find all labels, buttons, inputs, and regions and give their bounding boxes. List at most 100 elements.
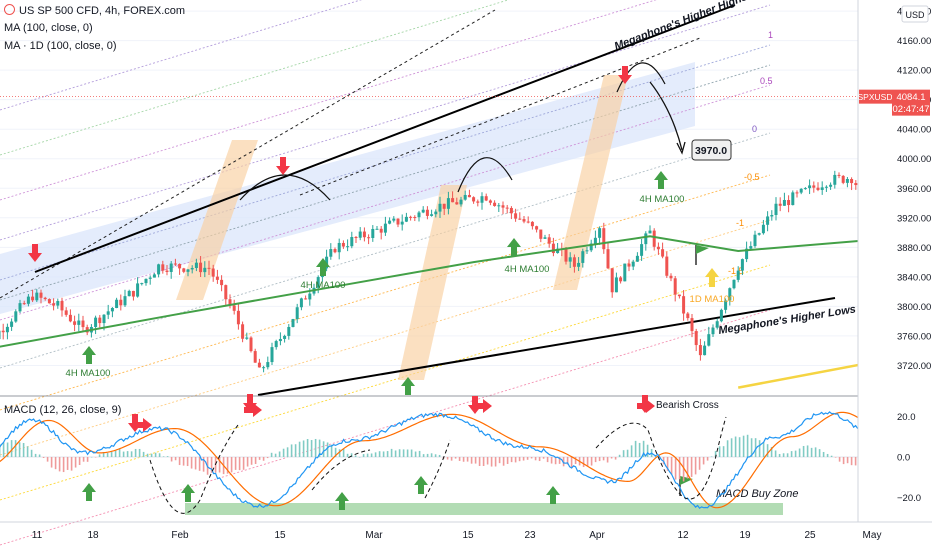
candle-body	[161, 264, 165, 271]
candle	[388, 217, 392, 225]
ma-label: 4H MA100	[505, 264, 550, 275]
macd-legend[interactable]: MACD (12, 26, close, 9)	[4, 404, 122, 416]
candle	[698, 338, 702, 361]
buy-arrow	[401, 377, 415, 395]
candle-body	[194, 262, 198, 268]
price-tick-label: 3760.00	[897, 331, 931, 342]
candle-body	[619, 277, 623, 282]
candle	[829, 182, 833, 190]
candle-body	[68, 314, 72, 322]
macd-histogram-bar	[22, 443, 25, 457]
candle-body	[761, 224, 765, 234]
macd-histogram-bar	[242, 457, 245, 470]
candle	[232, 299, 236, 315]
candle	[732, 279, 736, 290]
candle-body	[673, 278, 677, 295]
candle-body	[0, 330, 1, 340]
candle-body	[249, 337, 253, 352]
symbol-badge-label: SPXUSD	[858, 92, 893, 102]
candle-body	[677, 294, 681, 297]
ma100-4h-line	[0, 231, 932, 348]
megaphone-higher-highs-line	[34, 4, 736, 273]
candle	[484, 193, 488, 202]
candle	[215, 269, 219, 284]
candle-body	[215, 276, 219, 280]
candle-body	[241, 324, 245, 339]
macd-histogram-bar	[250, 457, 253, 465]
candle-body	[60, 301, 64, 311]
macd-histogram-bar	[854, 457, 857, 466]
macd-buy-zone	[185, 503, 783, 515]
candle-body	[480, 196, 484, 203]
macd-histogram-bar	[66, 457, 69, 470]
candle	[665, 251, 669, 278]
macd-histogram-bar	[670, 457, 673, 475]
candle	[413, 215, 417, 222]
candle-body	[270, 347, 274, 363]
macd-histogram-bar	[62, 457, 65, 473]
candle-body	[299, 298, 303, 308]
candle-body	[224, 285, 228, 300]
macd-sell-arrow	[637, 399, 655, 413]
candle-body	[467, 194, 471, 198]
macd-histogram-bar	[150, 453, 153, 457]
candle	[631, 259, 635, 271]
ma1-legend[interactable]: MA (100, close, 0)	[4, 22, 93, 34]
candle	[165, 265, 169, 276]
candle-body	[493, 202, 497, 206]
candle	[43, 296, 47, 301]
candle	[614, 272, 618, 293]
candle	[18, 299, 22, 314]
macd-histogram-bar	[502, 457, 505, 466]
macd-histogram-bar	[450, 457, 453, 461]
candle	[556, 243, 560, 254]
ma2-legend[interactable]: MA · 1D (100, close, 0)	[4, 40, 117, 52]
candle-body	[257, 362, 261, 368]
candle	[207, 260, 211, 276]
macd-histogram-bar	[638, 442, 641, 457]
macd-histogram-bar	[734, 436, 737, 457]
price-tick-label: 3920.00	[897, 213, 931, 224]
candle-body	[127, 290, 131, 297]
candle-body	[220, 279, 224, 286]
macd-histogram-bar	[826, 453, 829, 457]
macd-histogram-bar	[542, 457, 545, 459]
candle-body	[383, 223, 387, 233]
price-tick-label: 3880.00	[897, 243, 931, 254]
candle	[640, 238, 644, 261]
candle-body	[833, 174, 837, 185]
candle-body	[774, 203, 778, 216]
candle	[774, 197, 778, 221]
candle-body	[199, 262, 203, 273]
candle	[253, 348, 257, 363]
candle-body	[140, 283, 144, 285]
projection-arrow	[649, 81, 683, 151]
candle	[526, 216, 530, 224]
macd-histogram-bar	[182, 457, 185, 466]
macd-histogram-bar	[642, 440, 645, 457]
candle	[711, 324, 715, 337]
macd-histogram-bar	[478, 457, 481, 466]
macd-histogram-bar	[178, 457, 181, 466]
macd-histogram-bar	[538, 457, 541, 462]
symbol-line: US SP 500 CFD, 4h, FOREX.com	[19, 5, 186, 17]
megaphone-higher-lows-line	[257, 297, 836, 396]
candle-body	[724, 300, 728, 310]
macd-histogram-bar	[358, 456, 361, 458]
macd-histogram-bar	[86, 457, 89, 462]
macd-histogram-bar	[78, 457, 81, 465]
candle	[446, 191, 450, 215]
candle	[703, 341, 707, 356]
macd-histogram-bar	[258, 457, 261, 460]
candle-body	[824, 186, 828, 188]
candle	[396, 218, 400, 228]
candle-body	[644, 233, 648, 245]
candle	[438, 196, 442, 219]
candle	[383, 216, 387, 236]
candle	[530, 221, 534, 230]
macd-histogram-bar	[518, 457, 521, 462]
macd-histogram-bar	[198, 457, 201, 471]
candle-body	[173, 263, 177, 265]
candle	[367, 234, 371, 245]
